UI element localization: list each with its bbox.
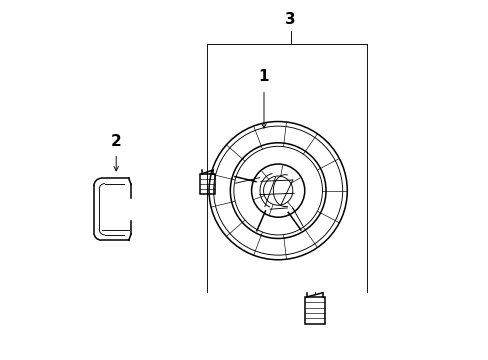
Text: 2: 2: [111, 134, 122, 149]
Bar: [200, 174, 215, 194]
Text: 1: 1: [258, 69, 269, 84]
Text: 3: 3: [285, 12, 295, 27]
Bar: [304, 297, 325, 324]
